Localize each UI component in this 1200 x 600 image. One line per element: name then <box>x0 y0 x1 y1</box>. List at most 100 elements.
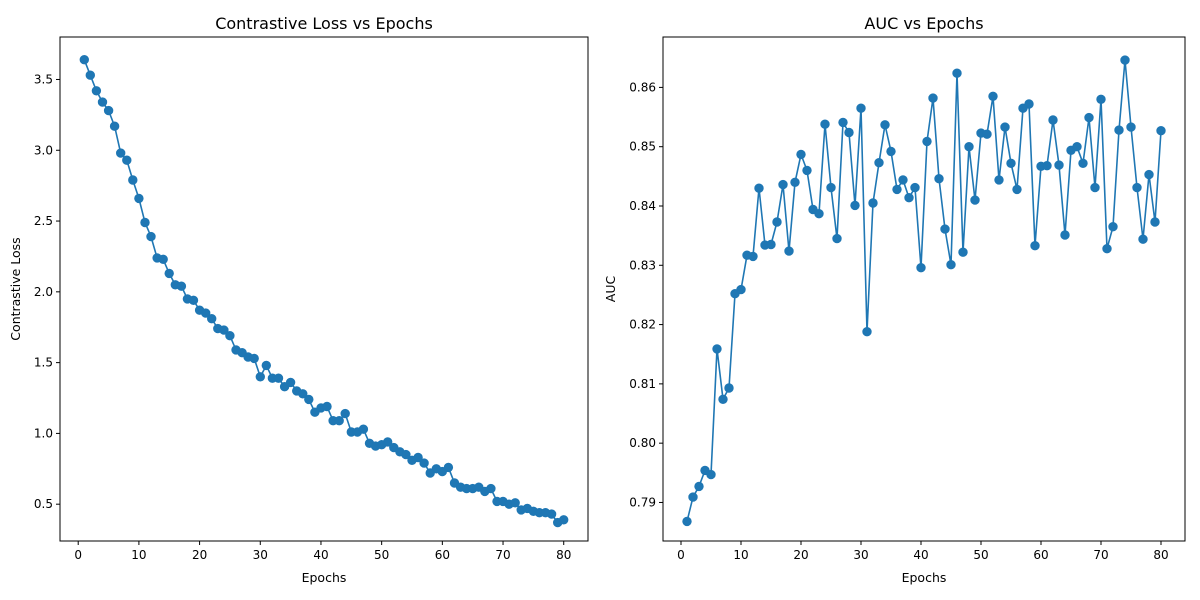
auc-x-tick-label: 60 <box>1033 548 1048 562</box>
auc-point <box>790 177 800 188</box>
loss-point <box>201 308 211 318</box>
auc-point <box>1096 94 1106 105</box>
auc-point <box>958 247 968 257</box>
auc-y-axis-label: AUC <box>603 276 618 303</box>
auc-point <box>820 119 830 129</box>
auc-point <box>904 193 914 203</box>
auc-chart: AUC vs Epochs Epochs AUC 0 10 20 30 40 50 60 70 80 0… <box>603 14 1186 585</box>
auc-point <box>934 174 944 184</box>
auc-point <box>1126 122 1136 132</box>
auc-point <box>850 200 860 211</box>
loss-x-tick-label: 0 <box>74 548 82 562</box>
loss-y-axis-label: Contrastive Loss <box>8 237 23 340</box>
loss-plot-frame <box>59 36 589 542</box>
auc-point <box>922 136 932 147</box>
loss-point <box>358 424 369 434</box>
auc-y-tick-label: 0.79 <box>629 495 656 509</box>
auc-point <box>1108 222 1118 232</box>
auc-x-tick-label: 40 <box>913 548 928 562</box>
loss-x-tick-label: 60 <box>435 548 450 562</box>
loss-x-tick-label: 30 <box>253 548 268 562</box>
loss-point <box>322 401 332 412</box>
loss-point <box>164 268 174 279</box>
auc-x-tick-label: 0 <box>677 548 685 562</box>
auc-x-tick-label: 70 <box>1093 548 1108 562</box>
auc-y-tick-label: 0.80 <box>629 436 656 450</box>
loss-point <box>383 437 393 447</box>
loss-point <box>285 377 296 388</box>
auc-point <box>1048 115 1058 125</box>
auc-y-tick-label: 0.84 <box>629 199 656 213</box>
auc-point <box>874 158 884 168</box>
auc-x-tick-label: 30 <box>853 548 868 562</box>
loss-point <box>261 360 271 371</box>
loss-point <box>85 70 96 80</box>
auc-point <box>916 263 926 273</box>
loss-point <box>109 121 120 131</box>
loss-series-line <box>83 59 565 524</box>
auc-x-tick-label: 10 <box>733 548 748 562</box>
auc-point <box>856 103 866 113</box>
loss-point <box>559 515 569 525</box>
auc-point <box>928 93 938 103</box>
auc-point <box>880 120 890 130</box>
auc-x-axis-label: Epochs <box>902 570 947 585</box>
loss-point <box>146 231 156 242</box>
auc-point <box>1084 112 1094 123</box>
auc-point <box>988 91 998 102</box>
auc-point <box>964 142 974 152</box>
auc-point <box>838 117 848 128</box>
loss-point <box>97 97 108 107</box>
auc-point <box>754 183 764 193</box>
auc-y-tick-label: 0.86 <box>629 80 656 94</box>
auc-point <box>1150 217 1160 227</box>
auc-y-tick-label: 0.85 <box>629 140 656 154</box>
auc-y-tick-label: 0.82 <box>629 318 656 332</box>
auc-point <box>862 327 872 337</box>
loss-point <box>207 314 217 324</box>
auc-point <box>886 146 896 157</box>
loss-point <box>103 105 114 116</box>
auc-point <box>844 127 854 138</box>
auc-point <box>1000 122 1010 132</box>
loss-x-tick-label: 70 <box>495 548 510 562</box>
auc-point <box>1024 99 1034 109</box>
loss-chart: Contrastive Loss vs Epochs Epochs Contrast… <box>8 14 589 585</box>
auc-point <box>1132 182 1142 193</box>
auc-point <box>1012 184 1022 195</box>
loss-y-tick-label: 2.0 <box>34 285 53 299</box>
loss-point <box>219 325 229 335</box>
auc-point <box>994 175 1004 185</box>
loss-point <box>225 331 235 341</box>
loss-x-tick-label: 10 <box>131 548 146 562</box>
auc-point <box>694 481 704 492</box>
loss-point <box>486 483 496 494</box>
loss-point <box>255 372 265 382</box>
loss-point <box>401 449 411 460</box>
auc-plot-frame <box>662 36 1186 542</box>
auc-point <box>1042 161 1052 171</box>
auc-point <box>826 182 836 193</box>
auc-point <box>1114 125 1124 135</box>
auc-y-tick-label: 0.83 <box>629 258 656 272</box>
auc-point <box>940 224 950 234</box>
auc-point <box>1120 55 1130 65</box>
loss-point <box>273 373 284 383</box>
loss-x-tick-label: 40 <box>313 548 328 562</box>
auc-point <box>766 239 776 250</box>
auc-point <box>688 492 698 502</box>
loss-point <box>546 509 557 519</box>
auc-point <box>772 217 782 227</box>
auc-series-line <box>686 60 1162 522</box>
auc-point <box>1054 160 1064 170</box>
loss-point <box>91 86 102 96</box>
auc-point <box>814 209 824 219</box>
loss-point <box>298 389 308 399</box>
auc-point <box>796 149 806 160</box>
auc-point <box>832 233 842 244</box>
loss-x-tick-label: 20 <box>192 548 207 562</box>
auc-point <box>946 260 956 270</box>
auc-point <box>1078 158 1088 169</box>
loss-point <box>340 408 350 419</box>
